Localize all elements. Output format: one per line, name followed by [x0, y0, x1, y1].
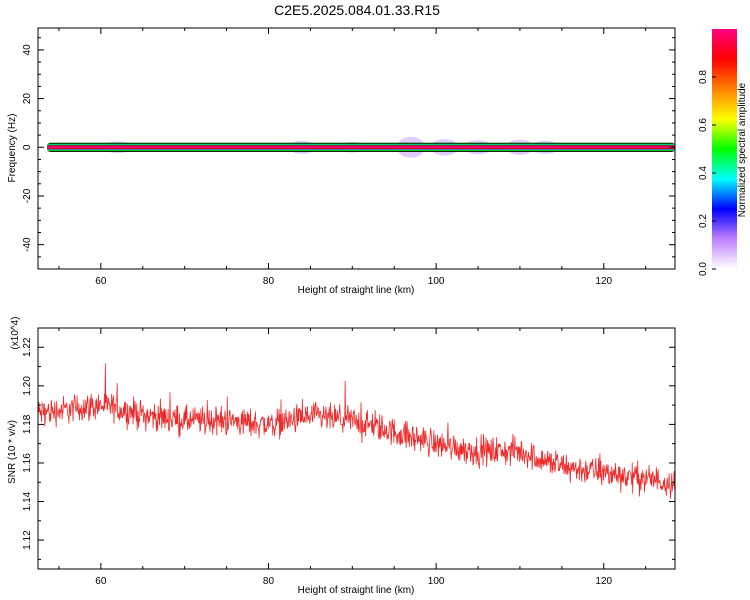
y-tick-label: -40 — [22, 237, 33, 252]
spectrogram-frame — [37, 27, 676, 270]
y-tick-label: 1.20 — [22, 376, 33, 396]
colorbar-tick-label: 0.6 — [698, 118, 709, 132]
x-tick-label: 80 — [263, 576, 275, 587]
y-tick-label: 1.16 — [22, 453, 33, 473]
x-tick-label: 60 — [95, 576, 107, 587]
colorbar-gradient — [712, 29, 737, 269]
snr-panel: 60 80 100 120 1.12 1.14 1.16 1.18 1.20 1.22 Heig… — [7, 316, 676, 596]
spectral-band-layer — [47, 146, 676, 149]
spectrogram-x-label: Height of straight line (km) — [298, 285, 415, 296]
snr-x-ticks: 60 80 100 120 — [58, 328, 647, 587]
snr-frame — [37, 327, 676, 570]
snr-plot-area — [38, 363, 675, 499]
colorbar-tick-label: 0.4 — [698, 166, 709, 180]
snr-y-ticks: 1.12 1.14 1.16 1.18 1.20 1.22 — [22, 337, 675, 560]
snr-series-line — [38, 363, 675, 499]
colorbar-tick-label: 0.8 — [698, 70, 709, 84]
colorbar-ticks: 0.0 0.2 0.4 0.6 0.8 — [698, 70, 716, 276]
y-tick-label: 20 — [22, 93, 33, 105]
spectrogram-y-label: Frequency (Hz) — [7, 114, 18, 183]
snr-y-label: SNR (10 * v/v) — [7, 420, 18, 484]
colorbar-tick-label: 0.0 — [698, 262, 709, 276]
x-tick-label: 80 — [263, 276, 275, 287]
x-tick-label: 60 — [95, 276, 107, 287]
figure-title: C2E5.2025.084.01.33.R15 — [274, 2, 440, 18]
y-tick-label: 1.22 — [22, 337, 33, 357]
spectrogram-y-ticks: -40 -20 0 20 40 — [22, 37, 675, 258]
y-tick-label: 1.14 — [22, 491, 33, 511]
y-tick-label: 40 — [22, 44, 33, 56]
x-tick-label: 120 — [595, 576, 612, 587]
x-tick-label: 120 — [595, 276, 612, 287]
y-tick-label: 0 — [22, 144, 33, 150]
y-tick-label: 1.12 — [22, 530, 33, 550]
x-tick-label: 100 — [428, 276, 445, 287]
y-tick-label: 1.18 — [22, 414, 33, 434]
y-tick-label: -20 — [22, 188, 33, 203]
snr-y-multiplier: (x10^4) — [10, 316, 21, 349]
spectrogram-x-ticks: 60 80 100 120 — [58, 28, 647, 287]
spectrogram-plot-area — [47, 136, 676, 158]
colorbar-label: Normalized spectral amplitude — [737, 82, 748, 217]
x-tick-label: 100 — [428, 576, 445, 587]
snr-x-label: Height of straight line (km) — [298, 585, 415, 596]
colorbar: 0.0 0.2 0.4 0.6 0.8 Normalized spectral ampl… — [698, 29, 748, 276]
spectrogram-panel: 60 80 100 120 -40 -20 0 20 40 Height of straigh… — [7, 27, 676, 296]
colorbar-tick-label: 0.2 — [698, 214, 709, 228]
